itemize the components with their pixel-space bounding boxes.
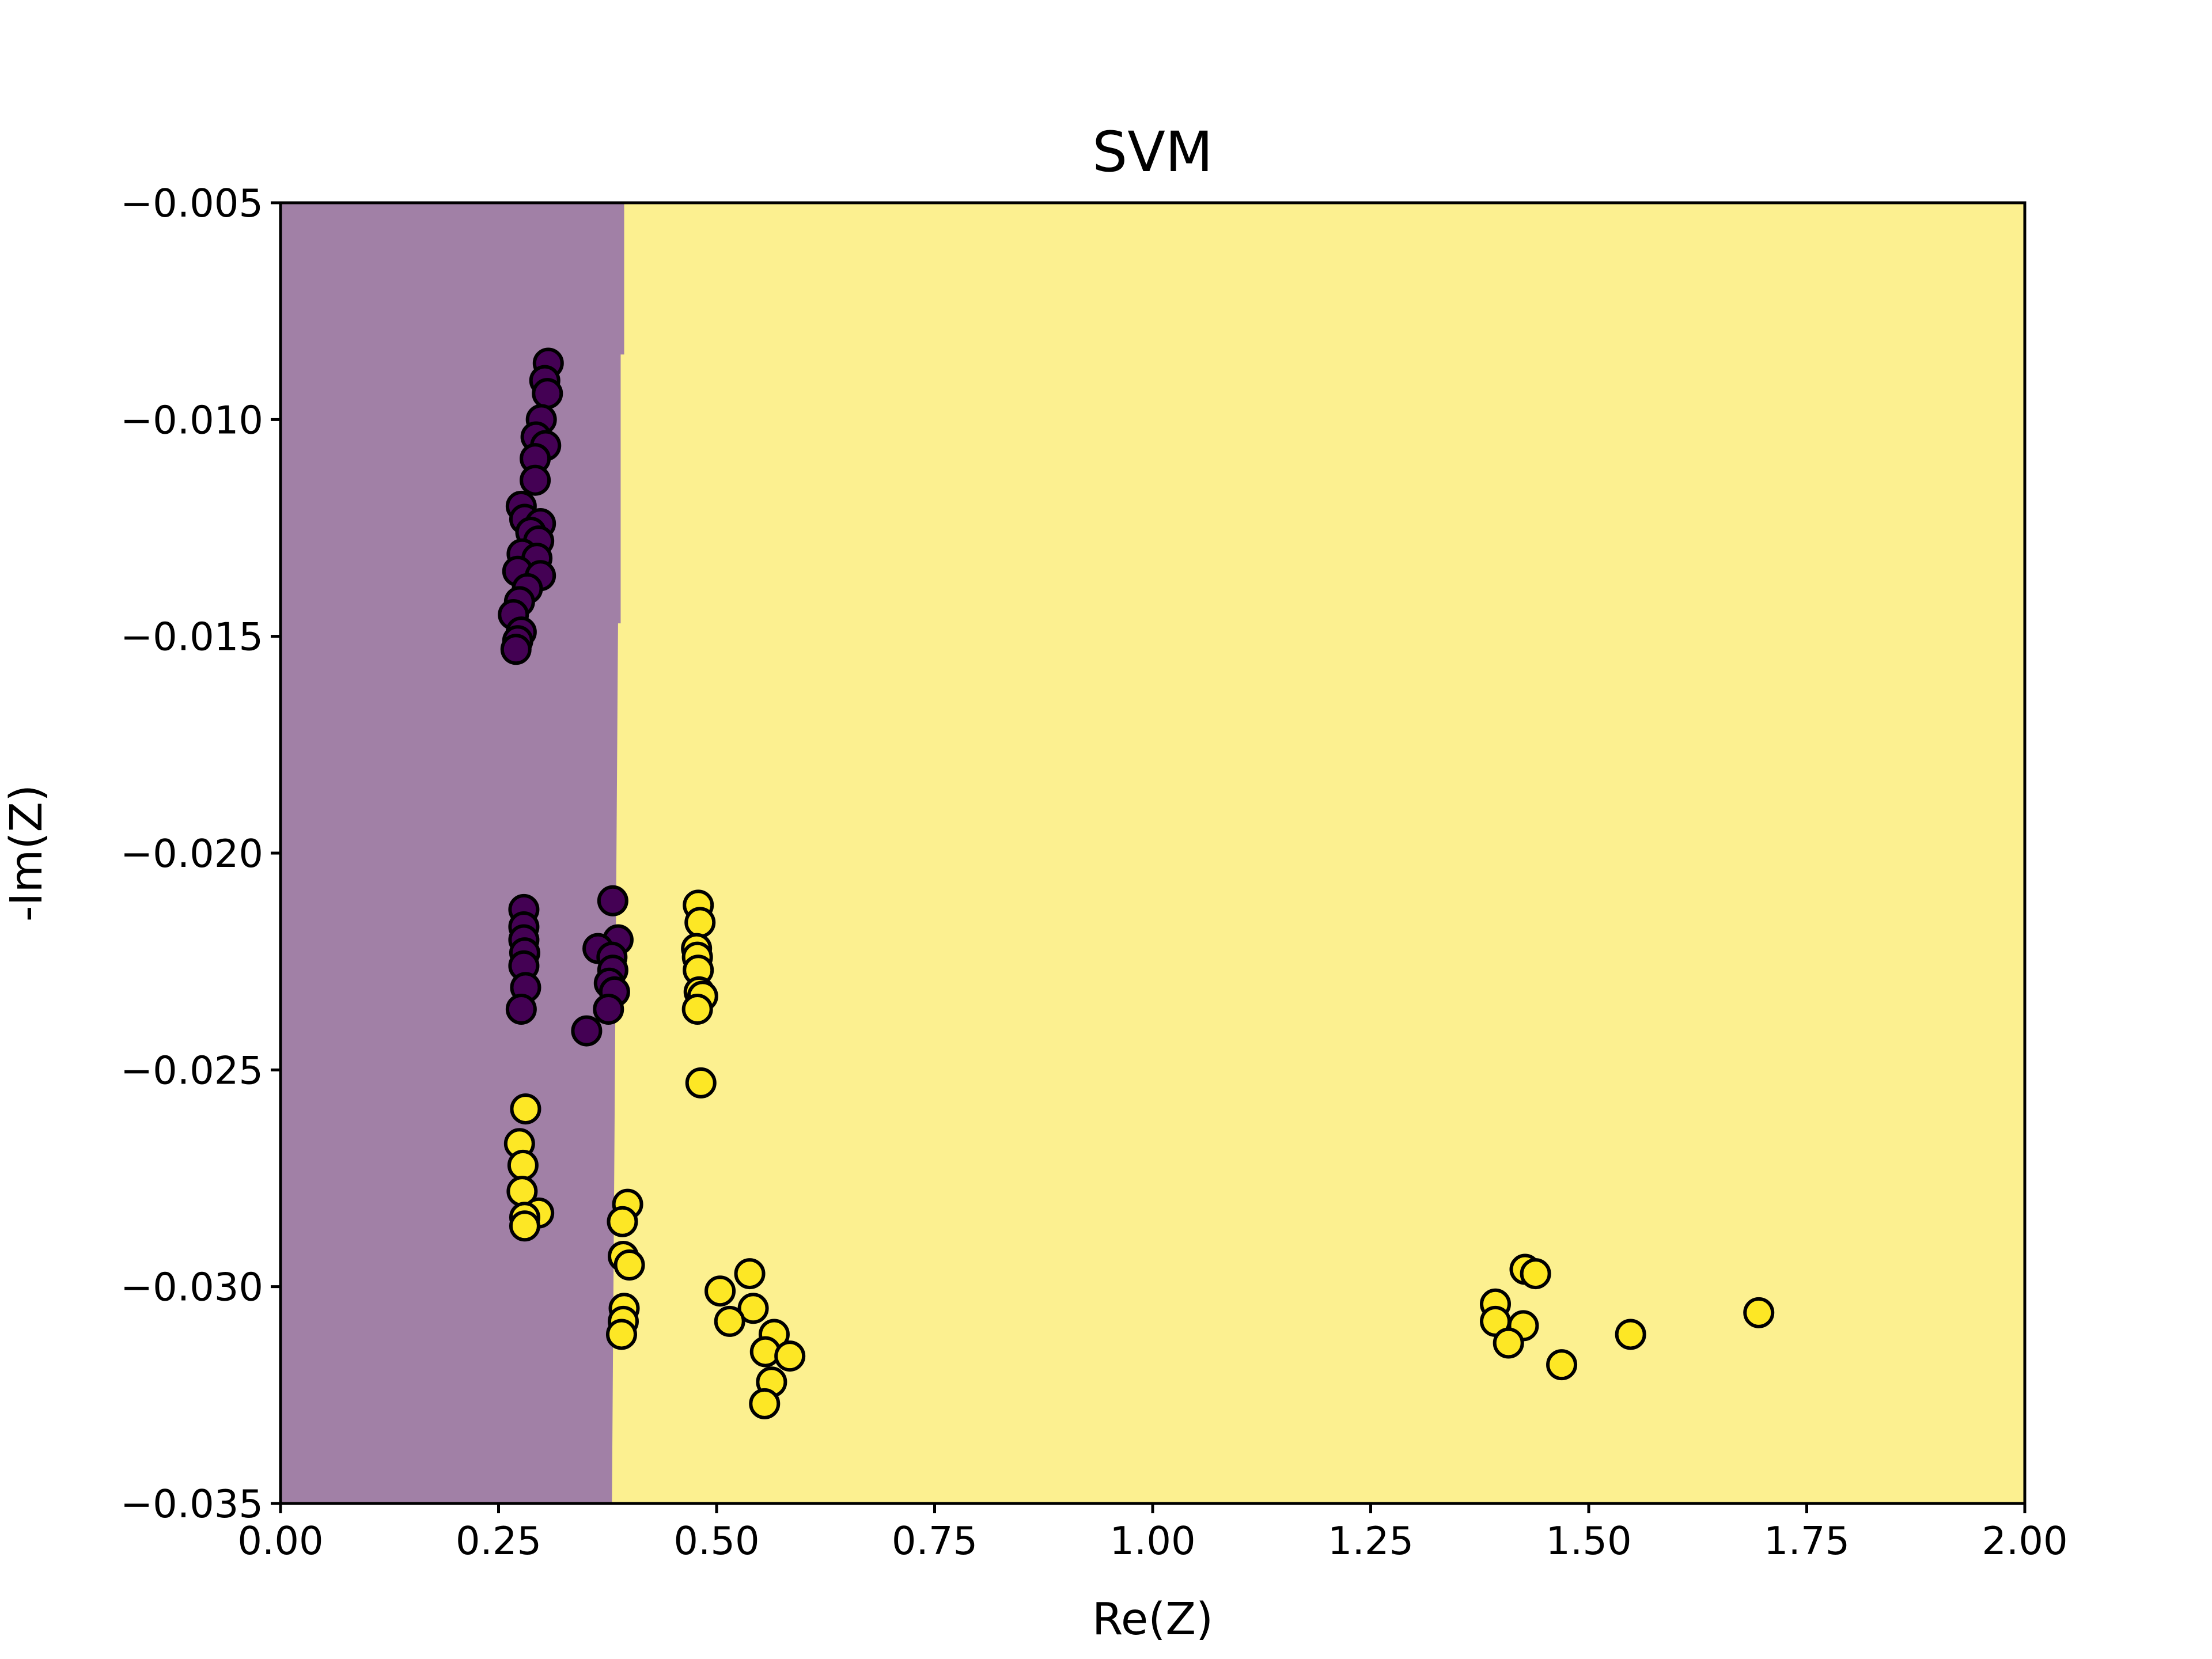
x-tick-label: 1.50	[1546, 1518, 1631, 1563]
point-class-0	[532, 378, 563, 410]
x-tick-label: 2.00	[1982, 1518, 2067, 1563]
x-tick-label: 0.50	[673, 1518, 759, 1563]
point-class-1	[774, 1340, 806, 1372]
point-class-1	[734, 1258, 766, 1290]
y-tick-label: −0.020	[120, 831, 263, 876]
x-axis: 0.00 0.25 0.50 0.75 1.00 1.25 1.50 1.75 2.00	[237, 1503, 2068, 1563]
point-class-1	[605, 1319, 637, 1350]
point-class-1	[510, 1093, 541, 1125]
point-class-0	[500, 634, 532, 665]
x-tick-label: 1.00	[1109, 1518, 1195, 1563]
y-tick-label: −0.015	[120, 615, 263, 660]
point-class-1	[507, 1149, 539, 1181]
point-class-0	[505, 993, 537, 1025]
y-axis-label: -Im(Z)	[1, 785, 52, 922]
point-class-1	[607, 1206, 638, 1237]
x-tick-label: 1.25	[1328, 1518, 1414, 1563]
y-tick-label: −0.010	[120, 397, 263, 442]
x-tick-label: 0.00	[237, 1518, 323, 1563]
x-axis-label: Re(Z)	[1092, 1594, 1213, 1645]
y-tick-label: −0.005	[120, 181, 263, 226]
x-tick-label: 0.25	[456, 1518, 541, 1563]
point-class-1	[685, 1067, 717, 1099]
point-class-1	[613, 1249, 645, 1281]
point-class-1	[684, 907, 716, 938]
decision-regions	[281, 203, 2025, 1503]
point-class-1	[749, 1388, 781, 1419]
point-class-0	[520, 464, 551, 496]
chart-title: SVM	[1092, 120, 1213, 184]
y-tick-label: −0.035	[120, 1482, 263, 1527]
point-class-0	[571, 1015, 603, 1047]
point-class-1	[1615, 1319, 1646, 1350]
y-tick-label: −0.030	[120, 1265, 263, 1310]
y-tick-label: −0.025	[120, 1048, 263, 1093]
x-tick-label: 0.75	[892, 1518, 978, 1563]
point-class-0	[597, 885, 628, 916]
point-class-1	[1493, 1327, 1524, 1359]
point-class-1	[1520, 1258, 1551, 1290]
scatter-points	[498, 347, 1775, 1419]
y-axis: −0.005 −0.010 −0.015 −0.020 −0.025 −0.030 −0.0…	[120, 181, 281, 1527]
point-class-1	[509, 1210, 540, 1242]
point-class-1	[704, 1275, 736, 1307]
point-class-1	[1743, 1297, 1775, 1328]
point-class-1	[714, 1305, 745, 1337]
point-class-1	[737, 1293, 769, 1324]
point-class-1	[1546, 1349, 1578, 1381]
region-class-0	[281, 203, 624, 1503]
x-tick-label: 1.75	[1764, 1518, 1850, 1563]
point-class-0	[593, 993, 624, 1025]
point-class-1	[681, 993, 713, 1025]
